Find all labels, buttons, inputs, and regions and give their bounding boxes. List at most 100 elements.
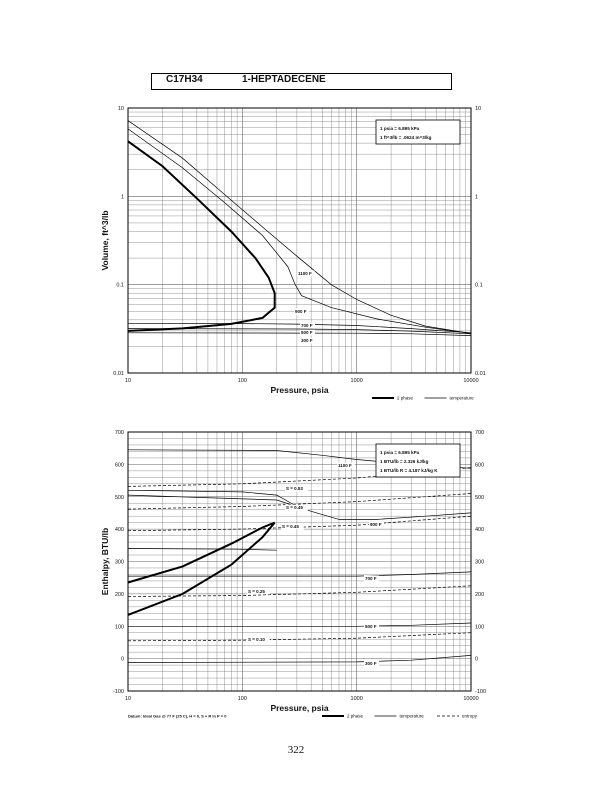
series-label: 300 F	[365, 661, 377, 666]
series-line	[127, 585, 472, 597]
y-tick-label-right: 0	[475, 657, 478, 663]
series-label: 700 F	[365, 576, 377, 581]
y-tick-label-right: 1	[475, 194, 478, 200]
plot-frame	[127, 431, 472, 692]
y-tick-label-left: 1	[121, 194, 124, 200]
series-label: 1100 F	[338, 463, 352, 468]
series-line	[127, 332, 472, 336]
series-line	[127, 521, 276, 584]
legend-label: 2 phase	[397, 396, 414, 401]
y-tick-label-left: 700	[115, 430, 124, 436]
series-label: 900 F	[295, 309, 307, 314]
x-tick-label: 100	[238, 696, 247, 702]
x-tick-label: 100	[238, 378, 247, 384]
x-tick-label: 1000	[351, 378, 363, 384]
x-tick-label: 10	[125, 378, 131, 384]
y-tick-label-left: 200	[115, 592, 124, 598]
y-tick-label-left: 0	[121, 657, 124, 663]
compound-name: 1-HEPTADECENE	[242, 74, 326, 85]
series-line	[127, 655, 472, 663]
series-line	[127, 328, 472, 335]
y-tick-label-right: 700	[475, 430, 484, 436]
y-tick-label-right: 0.1	[475, 283, 483, 289]
y-tick-label-left: -100	[113, 689, 124, 695]
series-label: 500 F	[301, 330, 313, 335]
series-label: 300 F	[301, 338, 313, 343]
grid-lines	[128, 432, 471, 691]
series-label-bg	[364, 623, 379, 630]
series-label: S = 0.53	[286, 486, 303, 491]
series-line	[127, 493, 472, 510]
x-tick-label: 10	[125, 696, 131, 702]
series-label-bg	[364, 575, 379, 582]
x-tick-label: 10000	[463, 378, 478, 384]
note-text: 1 BTU/lb R = 4.187 kJ/kg K	[380, 468, 438, 473]
y-tick-label-left: 500	[115, 495, 124, 501]
series-line	[127, 548, 277, 551]
page-number: 322	[287, 744, 305, 756]
y-tick-label-left: 400	[115, 527, 124, 533]
note-text: 1 BTU/lb = 2.326 kJ/kg	[380, 459, 429, 464]
series-label-bg	[285, 485, 308, 492]
series-line	[128, 622, 472, 627]
series-line	[127, 489, 298, 507]
legend-label: entropy	[462, 714, 478, 719]
y-tick-label-right: 400	[475, 527, 484, 533]
series-line	[127, 128, 472, 334]
series-label-bg	[294, 308, 309, 315]
y-tick-label-right: 500	[475, 495, 484, 501]
y-tick-label-right: 100	[475, 624, 484, 630]
y-axis-label: Enthalpy, BTU/lb	[100, 528, 110, 595]
series-line	[127, 322, 472, 334]
y-tick-label-left: 600	[115, 462, 124, 468]
y-tick-label-left: 0.01	[113, 371, 124, 377]
x-axis-label: Pressure, psia	[270, 385, 328, 395]
legend-label: 2 phase	[347, 714, 364, 719]
series-label-bg	[300, 337, 315, 344]
volume-chart: 10 100 1000 100000.010.11100.010.1110Pressu…	[100, 106, 486, 401]
series-label: S = 0.25	[248, 589, 265, 594]
y-axis-label: Volume, ft^3/lb	[100, 210, 110, 270]
y-tick-label-right: 600	[475, 462, 484, 468]
series-label-bg	[369, 521, 384, 528]
series-label: 500 F	[365, 624, 377, 629]
series-label-bg	[285, 504, 308, 511]
y-tick-label-left: 300	[115, 560, 124, 566]
plot-frame	[127, 107, 472, 374]
y-tick-label-right: 0.01	[475, 371, 486, 377]
series-label-bg	[247, 588, 270, 595]
series-label: 900 F	[370, 522, 382, 527]
series-label: S = 0.45	[282, 524, 299, 529]
legend-label: temperature	[450, 396, 475, 401]
series-line	[127, 521, 276, 616]
footnote-text: Datum: Ideal Gas @ 77 F (25 C), H = 0, S…	[128, 714, 227, 719]
series-label-bg	[300, 329, 315, 336]
note-text: 1 ft^3/lb = .0624 m^3/kg	[380, 135, 432, 140]
series-label: 1100 F	[298, 271, 312, 276]
series-label-bg	[364, 660, 379, 667]
y-tick-label-right: 10	[475, 106, 481, 112]
series-label-bg	[297, 270, 315, 277]
y-tick-label-left: 0.1	[116, 283, 124, 289]
enthalpy-chart: 10 100 1000 10000-1000100200300400500600700…	[100, 430, 486, 719]
series-label: S = 0.10	[248, 637, 265, 642]
y-tick-label-right: 200	[475, 592, 484, 598]
y-tick-label-right: 300	[475, 560, 484, 566]
series-line	[127, 120, 472, 334]
series-label-bg	[281, 523, 304, 530]
series-label: S = 0.49	[286, 505, 303, 510]
y-tick-label-right: -100	[475, 689, 486, 695]
title-box	[151, 73, 452, 90]
series-line	[127, 140, 276, 332]
series-label: 700 F	[301, 323, 313, 328]
compound-formula: C17H34	[166, 74, 203, 85]
note-text: 1 psia = 6.895 kPa	[380, 450, 420, 455]
series-line	[128, 571, 472, 577]
note-box	[375, 119, 461, 145]
series-label-bg	[247, 636, 270, 643]
series-label-bg	[337, 462, 355, 469]
note-box	[375, 443, 461, 478]
x-tick-label: 1000	[351, 696, 363, 702]
y-tick-label-left: 100	[115, 624, 124, 630]
